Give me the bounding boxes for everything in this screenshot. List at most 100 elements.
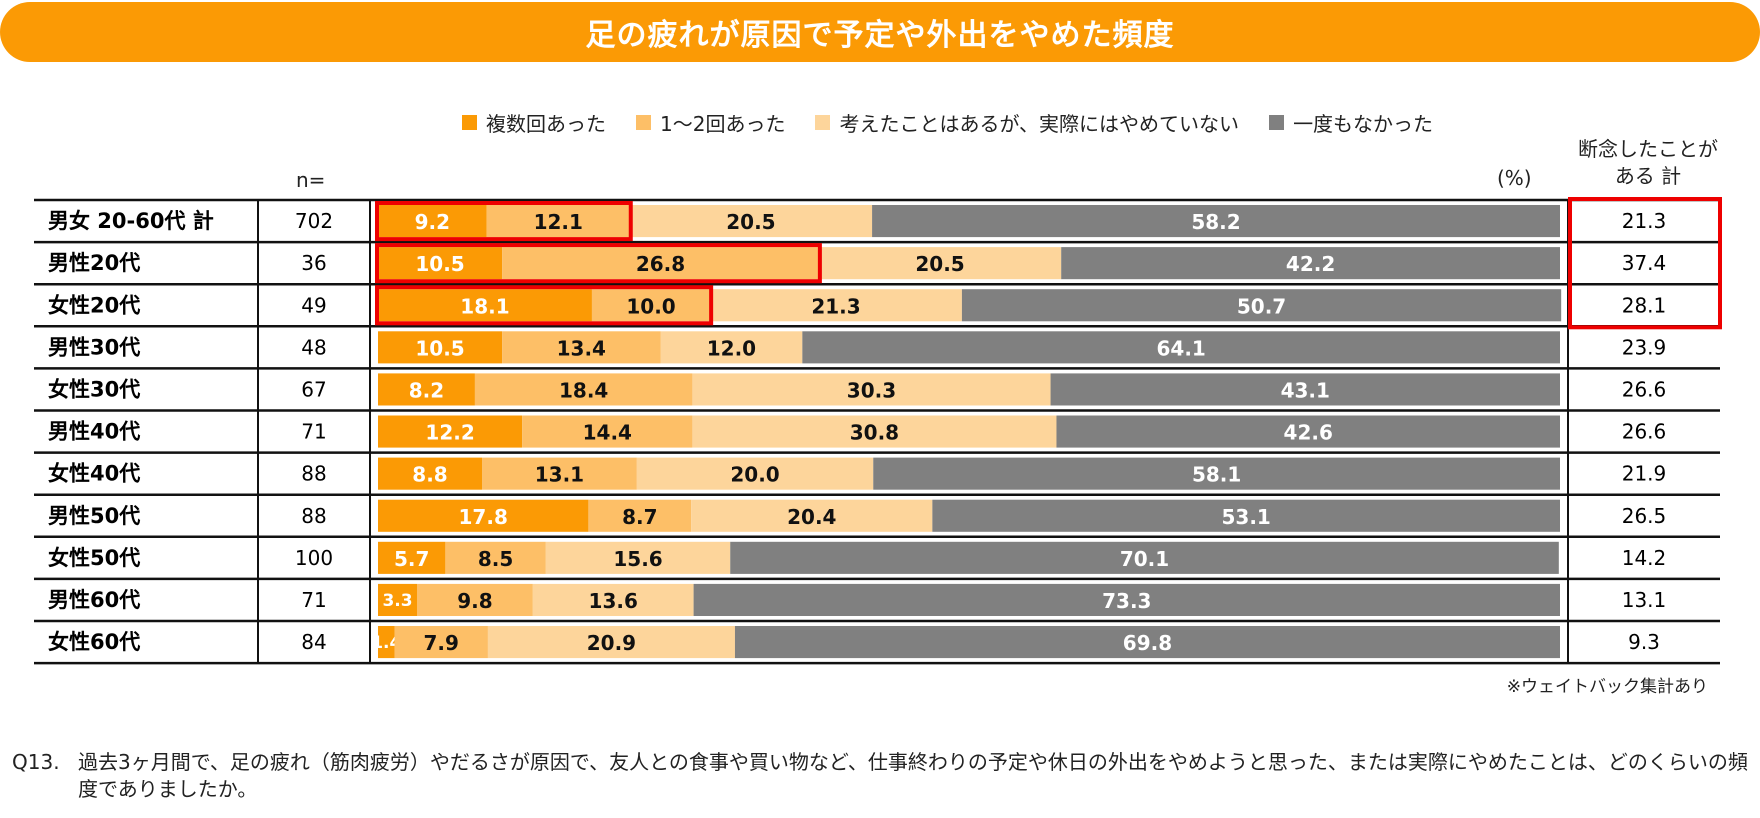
row-label: 男性50代	[48, 504, 140, 528]
row-label: 男性60代	[48, 588, 140, 612]
bar-segment	[1056, 415, 1560, 448]
bar-segment	[378, 373, 475, 406]
bar-value-label: 70.1	[1120, 547, 1169, 571]
total-value: 9.3	[1628, 630, 1660, 654]
bar-segment	[693, 583, 1560, 616]
footnote: ※ウェイトバック集計あり	[1506, 677, 1708, 697]
legend-label: 考えたことはあるが、実際にはやめていない	[839, 112, 1240, 136]
bar-segment	[588, 499, 692, 532]
bar-segment	[692, 373, 1051, 406]
table-row: 男性20代 36 10.5 26.8 20.5 42.2 37.4	[48, 247, 1667, 280]
sample-size: 88	[301, 504, 326, 528]
bar-segment	[691, 499, 933, 532]
legend-item-multiple: 複数回あった	[462, 108, 606, 137]
chart-title: 足の疲れが原因で予定や外出をやめた頻度	[585, 18, 1175, 53]
bar-segment	[710, 289, 962, 322]
totals-highlight-box	[1568, 197, 1722, 330]
table-row: 男性50代 88 17.8 8.7 20.4 53.1 26.5	[48, 499, 1667, 532]
bar-value-label: 30.8	[850, 421, 899, 445]
bar-value-label: 13.6	[589, 589, 638, 613]
bar-value-label: 53.1	[1221, 505, 1270, 529]
bar-segment	[378, 289, 592, 322]
bar-segment	[417, 583, 533, 616]
bar-value-label: 64.1	[1156, 336, 1205, 360]
sample-size: 49	[301, 293, 326, 317]
row-label: 男女 20-60代 計	[48, 209, 214, 233]
total-value: 26.5	[1622, 504, 1667, 528]
bar-segment	[522, 415, 693, 448]
sample-size: 71	[301, 420, 326, 444]
bar-value-label: 8.5	[478, 547, 513, 571]
bar-value-label: 15.6	[613, 547, 662, 571]
sample-size: 71	[301, 588, 326, 612]
title-bar: 足の疲れが原因で予定や外出をやめた頻度	[0, 2, 1760, 62]
row-label: 女性50代	[48, 546, 140, 570]
table-row: 男性60代 71 3.3 9.8 13.6 73.3 13.1	[48, 583, 1666, 616]
legend: 複数回あった 1～2回あった 考えたことはあるが、実際にはやめていない 一度もな…	[462, 108, 1463, 137]
bar-value-label: 5.7	[394, 547, 429, 571]
bar-value-label: 58.1	[1192, 463, 1241, 487]
total-value: 26.6	[1622, 420, 1667, 444]
legend-item-never: 一度もなかった	[1269, 108, 1433, 137]
total-header-line-2: ある 計	[1614, 164, 1682, 188]
bar-value-label: 42.6	[1284, 421, 1333, 445]
bar-segment	[502, 247, 819, 280]
bar-value-label: 73.3	[1102, 589, 1151, 613]
bar-segment	[1061, 247, 1560, 280]
bar-segment	[487, 626, 735, 659]
legend-swatch	[1269, 115, 1285, 130]
unit-label: (%)	[1497, 166, 1532, 190]
bar-segment	[660, 331, 803, 364]
bar-value-label: 21.3	[811, 294, 860, 318]
bar-segment	[591, 289, 711, 322]
bar-value-label: 12.1	[534, 210, 583, 234]
bar-segment	[445, 541, 546, 574]
bar-segment	[873, 457, 1560, 490]
legend-swatch	[462, 115, 477, 130]
question: Q13. 過去3ヶ月間で、足の疲れ（筋肉疲労）やだるさが原因で、友人との食事や買…	[12, 749, 1758, 803]
table-row: 女性60代 84 1.4 7.9 20.9 69.8 9.3	[48, 626, 1660, 659]
legend-label: 複数回あった	[486, 112, 606, 136]
bar-value-label: 7.9	[424, 631, 459, 655]
table-row: 男女 20-60代 計 702 9.2 12.1 20.5 58.2 21.3	[48, 205, 1666, 238]
bar-value-label: 13.4	[557, 336, 606, 360]
table-row: 女性30代 67 8.2 18.4 30.3 43.1 26.6	[48, 373, 1667, 406]
bar-segment	[378, 415, 523, 448]
highlight-box	[375, 243, 822, 284]
row-label: 女性60代	[48, 630, 140, 654]
bar-value-label: 18.1	[460, 294, 509, 318]
bar-value-label: 13.1	[535, 463, 584, 487]
bar-segment	[378, 541, 446, 574]
bar-segment	[730, 541, 1559, 574]
row-label: 男性40代	[48, 420, 140, 444]
table-row: 女性40代 88 8.8 13.1 20.0 58.1 21.9	[48, 457, 1666, 490]
bar-segment	[486, 205, 630, 238]
total-value: 26.6	[1622, 377, 1667, 401]
row-label: 女性30代	[48, 377, 140, 401]
sample-size: 67	[301, 377, 326, 401]
bar-segment	[532, 583, 694, 616]
bar-segment	[961, 289, 1562, 322]
bar-segment	[378, 457, 483, 490]
bar-segment	[734, 626, 1560, 659]
bar-value-label: 20.0	[730, 463, 779, 487]
bar-segment	[872, 205, 1560, 238]
table-row: 男性30代 48 10.5 13.4 12.0 64.1 23.9	[48, 331, 1666, 364]
bar-value-label: 8.8	[412, 463, 447, 487]
bar-value-label: 3.3	[382, 591, 412, 611]
bar-segment	[378, 247, 503, 280]
sample-size: 88	[301, 462, 326, 486]
bar-value-label: 58.2	[1191, 210, 1240, 234]
row-label: 男性20代	[48, 251, 140, 275]
bar-segment	[378, 205, 487, 238]
bar-segment	[629, 205, 873, 238]
bar-segment	[636, 457, 874, 490]
bar-value-label: 14.4	[583, 421, 632, 445]
sample-size: 36	[301, 251, 326, 275]
row-label: 女性20代	[48, 293, 140, 317]
total-value: 37.4	[1622, 251, 1667, 275]
legend-item-considered: 考えたことはあるが、実際にはやめていない	[815, 108, 1239, 137]
total-value: 14.2	[1622, 546, 1667, 570]
legend-label: 1～2回あった	[660, 112, 786, 136]
